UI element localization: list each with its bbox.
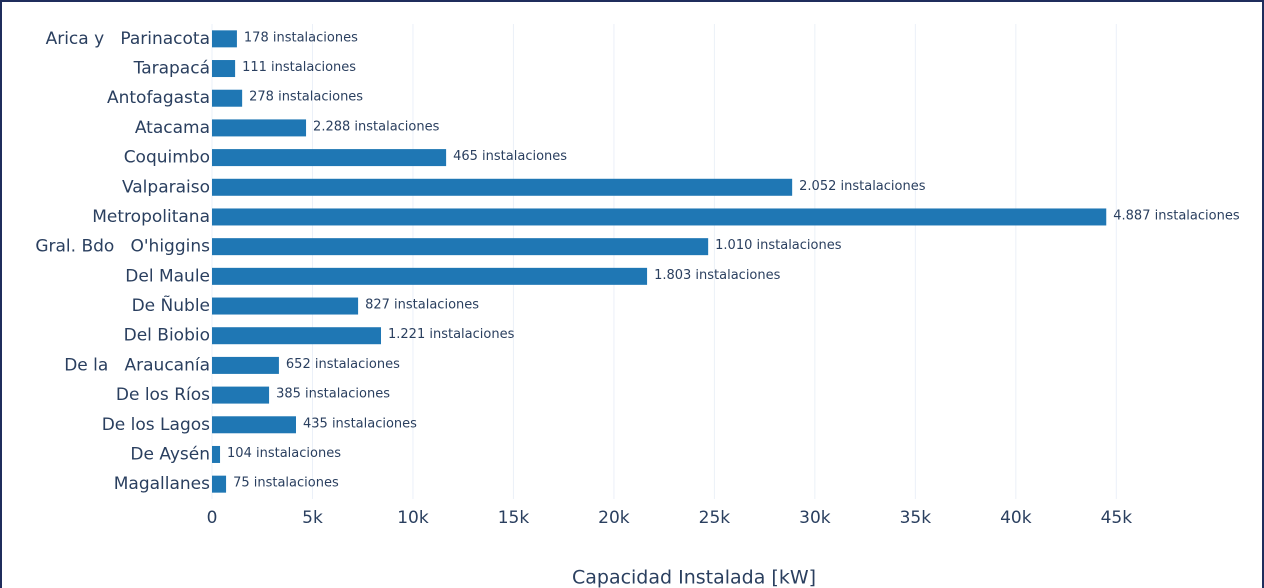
bar (212, 208, 1107, 226)
x-tick-label: 20k (598, 508, 630, 528)
bar (212, 60, 236, 78)
data-annotation: 2.288 instalaciones (313, 119, 440, 134)
bar (212, 89, 243, 107)
data-annotation: 178 instalaciones (244, 30, 358, 45)
data-annotation: 4.887 instalaciones (1113, 208, 1240, 223)
data-annotation: 652 instalaciones (286, 357, 400, 372)
y-tick-label: Magallanes (114, 474, 210, 494)
bar (212, 327, 382, 345)
y-tick-label: De Aysén (130, 444, 210, 464)
x-tick-label: 5k (302, 508, 323, 528)
bar (212, 386, 270, 404)
y-tick-label: Del Biobio (124, 326, 210, 346)
y-tick-label: Coquimbo (124, 148, 210, 168)
data-annotation: 827 instalaciones (365, 298, 479, 313)
y-tick-label: Antofagasta (107, 88, 210, 108)
bar (212, 297, 359, 315)
bar (212, 356, 279, 374)
x-tick-label: 25k (699, 508, 731, 528)
y-tick-label: Metropolitana (92, 207, 210, 227)
data-annotation: 385 instalaciones (276, 387, 390, 402)
bar (212, 238, 709, 256)
data-annotation: 1.010 instalaciones (715, 238, 842, 253)
x-tick-label: 15k (498, 508, 530, 528)
data-annotation: 111 instalaciones (242, 60, 356, 75)
y-tick-label: Gral. Bdo O'higgins (35, 237, 210, 257)
data-annotation: 2.052 instalaciones (799, 179, 926, 194)
x-tick-label: 30k (799, 508, 831, 528)
bar (212, 416, 296, 434)
x-tick-label: 0 (207, 508, 218, 528)
x-tick-label: 35k (900, 508, 932, 528)
y-tick-label: Atacama (135, 118, 210, 138)
bar (212, 267, 648, 285)
data-annotation: 465 instalaciones (453, 149, 567, 164)
y-tick-label: Del Maule (125, 266, 210, 286)
x-tick-label: 40k (1000, 508, 1032, 528)
bar (212, 475, 227, 493)
y-tick-label: De los Lagos (102, 415, 210, 435)
data-annotation: 75 instalaciones (233, 476, 339, 491)
bar (212, 178, 793, 196)
data-annotation: 278 instalaciones (249, 90, 363, 105)
data-annotation: 1.803 instalaciones (654, 268, 781, 283)
y-tick-label: De la Araucanía (64, 355, 210, 375)
y-tick-label: De Ñuble (132, 294, 210, 316)
y-tick-label: De los Ríos (116, 385, 210, 405)
y-tick-label: Arica y Parinacota (46, 29, 210, 49)
data-annotation: 1.221 instalaciones (388, 327, 515, 342)
y-tick-label: Tarapacá (133, 59, 210, 79)
bar (212, 119, 307, 137)
data-annotation: 104 instalaciones (227, 446, 341, 461)
data-annotation: 435 instalaciones (303, 416, 417, 431)
bar (212, 149, 447, 167)
bar (212, 445, 221, 463)
x-tick-label: 45k (1101, 508, 1133, 528)
x-axis-title: Capacidad Instalada [kW] (572, 567, 816, 588)
bar (212, 30, 237, 48)
y-tick-label: Valparaiso (122, 177, 210, 197)
x-tick-label: 10k (397, 508, 429, 528)
